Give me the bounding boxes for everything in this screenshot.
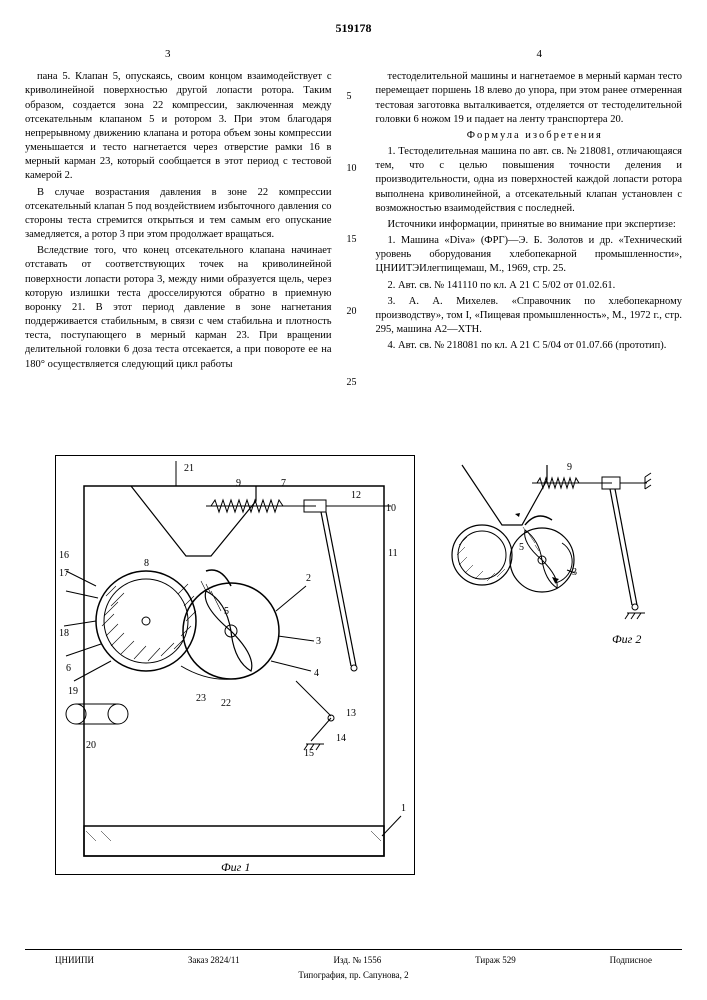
svg-text:2: 2	[306, 573, 311, 584]
svg-text:19: 19	[68, 686, 78, 697]
svg-text:17: 17	[59, 568, 69, 579]
svg-text:4: 4	[314, 668, 319, 679]
page-left: 3	[165, 47, 171, 62]
line-marker: 10	[347, 162, 361, 176]
footer-subscription: Подписное	[610, 954, 652, 967]
svg-text:22: 22	[221, 698, 231, 709]
svg-text:7: 7	[281, 478, 286, 489]
svg-text:23: 23	[196, 693, 206, 704]
figure-2-svg: 9 5 3	[447, 455, 672, 655]
source-2: 2. Авт. св. № 141110 по кл. А 21 С 5/02 …	[376, 279, 683, 293]
formula-text: 1. Тестоделительная машина по авт. св. №…	[376, 145, 683, 216]
svg-text:12: 12	[351, 490, 361, 501]
figure-1: 21 9 7 12 10 11	[55, 455, 415, 875]
footer-org: ЦНИИПИ	[55, 954, 94, 967]
fig1-label: Фиг 1	[221, 860, 250, 874]
svg-text:13: 13	[346, 708, 356, 719]
svg-text:5: 5	[224, 606, 229, 617]
footer-tirage: Тираж 529	[475, 954, 516, 967]
page-right: 4	[537, 47, 543, 62]
svg-text:14: 14	[336, 733, 346, 744]
right-intro: тестоделительной машины и нагнетаемое в …	[376, 70, 683, 127]
source-3: 3. А. А. Михелев. «Справочник по хлебопе…	[376, 295, 683, 338]
footer: ЦНИИПИ Заказ 2824/11 Изд. № 1556 Тираж 5…	[25, 949, 682, 982]
page-numbers: 3 4	[25, 47, 682, 62]
svg-text:8: 8	[144, 558, 149, 569]
footer-izd: Изд. № 1556	[333, 954, 381, 967]
svg-text:21: 21	[184, 463, 194, 474]
text-columns: пана 5. Клапан 5, опускаясь, своим концо…	[25, 70, 682, 450]
left-column: пана 5. Клапан 5, опускаясь, своим концо…	[25, 70, 332, 450]
svg-text:9: 9	[236, 478, 241, 489]
left-para-1: пана 5. Клапан 5, опускаясь, своим концо…	[25, 70, 332, 183]
footer-order: Заказ 2824/11	[188, 954, 240, 967]
left-para-3: Вследствие того, что конец отсекательног…	[25, 244, 332, 372]
document-number: 519178	[25, 20, 682, 37]
source-4: 4. Авт. св. № 218081 по кл. A 21 С 5/04 …	[376, 339, 683, 353]
line-marker: 15	[347, 233, 361, 247]
svg-text:9: 9	[567, 462, 572, 473]
left-para-2: В случае возрастания давления в зоне 22 …	[25, 186, 332, 243]
sources-heading: Источники информации, принятые во вниман…	[376, 218, 683, 232]
figure-2: 9 5 3	[447, 455, 672, 655]
footer-typography: Типография, пр. Сапунова, 2	[25, 969, 682, 982]
svg-text:10: 10	[386, 503, 396, 514]
svg-text:20: 20	[86, 740, 96, 751]
line-number-gutter: 5 10 15 20 25	[347, 70, 361, 450]
formula-heading: Формула изобретения	[376, 129, 683, 143]
svg-text:11: 11	[388, 548, 398, 559]
svg-text:5: 5	[519, 542, 524, 553]
line-marker: 25	[347, 376, 361, 390]
svg-text:3: 3	[316, 636, 321, 647]
footer-row-1: ЦНИИПИ Заказ 2824/11 Изд. № 1556 Тираж 5…	[25, 954, 682, 967]
svg-text:6: 6	[66, 663, 71, 674]
source-1: 1. Машина «Diva» (ФРГ)—Э. Б. Золотов и д…	[376, 234, 683, 277]
svg-text:15: 15	[304, 748, 314, 759]
figures-region: 21 9 7 12 10 11	[25, 445, 682, 885]
fig2-label: Фиг 2	[612, 632, 641, 646]
right-column: тестоделительной машины и нагнетаемое в …	[376, 70, 683, 450]
svg-text:1: 1	[401, 803, 406, 814]
line-marker: 20	[347, 305, 361, 319]
line-marker: 5	[347, 90, 361, 104]
figure-1-svg: 21 9 7 12 10 11	[56, 456, 416, 876]
svg-text:18: 18	[59, 628, 69, 639]
svg-text:16: 16	[59, 550, 69, 561]
